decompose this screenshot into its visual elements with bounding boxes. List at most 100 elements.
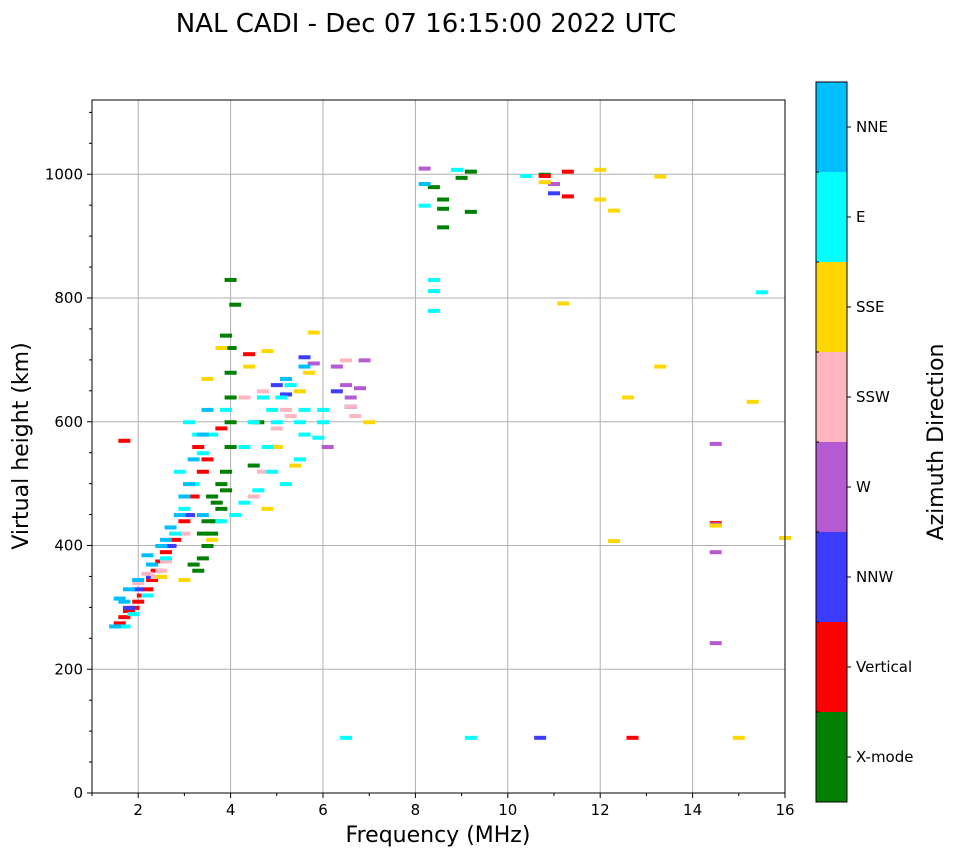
plot-frame — [91, 99, 786, 794]
data-point — [293, 420, 306, 425]
colorbar-frame — [815, 81, 848, 803]
data-point — [173, 513, 186, 518]
data-point — [159, 559, 172, 564]
data-point — [450, 167, 463, 172]
colorbar-segment — [816, 262, 847, 352]
data-point — [141, 593, 154, 598]
data-point — [113, 621, 126, 626]
data-point — [270, 420, 283, 425]
data-point — [317, 407, 329, 412]
data-point — [538, 173, 551, 178]
data-point — [280, 482, 293, 487]
data-point — [127, 612, 140, 617]
data-point — [206, 432, 219, 437]
data-point — [109, 624, 122, 629]
data-point — [312, 435, 325, 440]
data-point — [418, 166, 431, 171]
data-point — [363, 420, 376, 425]
data-point — [219, 469, 232, 474]
x-tick-label: 14 — [683, 801, 702, 819]
data-point — [608, 539, 621, 544]
data-point — [118, 438, 131, 443]
data-point — [159, 550, 172, 555]
data-point — [464, 735, 477, 740]
colorbar: X-mode Vertical NNW W SSW SSE E NNE — [815, 81, 913, 803]
data-point — [732, 735, 745, 740]
data-point — [654, 174, 667, 179]
data-point — [155, 574, 168, 579]
data-point — [141, 571, 154, 576]
data-point — [187, 457, 200, 462]
data-point — [192, 568, 205, 573]
data-point — [418, 203, 431, 208]
data-point — [298, 364, 311, 369]
x-tick-label: 10 — [498, 801, 517, 819]
colorbar-category-label: E — [856, 208, 865, 226]
data-point — [548, 191, 560, 196]
data-point — [215, 346, 228, 350]
colorbar-category-label: W — [856, 478, 871, 496]
data-point — [437, 225, 450, 230]
data-point — [709, 550, 722, 555]
data-point — [755, 290, 768, 295]
data-point — [224, 370, 237, 375]
data-point — [427, 185, 440, 190]
data-point — [118, 624, 131, 629]
x-tick-label: 4 — [226, 801, 236, 819]
data-point — [654, 364, 667, 369]
data-point — [418, 182, 431, 187]
data-point — [330, 389, 343, 394]
data-point — [173, 469, 186, 474]
data-point — [746, 399, 759, 404]
data-point — [141, 553, 154, 558]
data-point — [155, 568, 168, 573]
data-point — [709, 641, 722, 646]
data-point — [187, 494, 200, 499]
data-point — [621, 395, 634, 400]
data-point — [224, 346, 237, 350]
data-point — [118, 599, 131, 604]
data-point — [256, 395, 269, 400]
data-point — [344, 404, 357, 409]
data-point — [243, 352, 256, 357]
data-point — [215, 519, 228, 524]
data-point — [178, 494, 191, 499]
data-point — [224, 420, 237, 425]
data-point — [266, 407, 279, 412]
data-point — [238, 500, 251, 505]
data-point — [132, 581, 145, 586]
data-point — [155, 544, 168, 548]
data-point — [293, 457, 306, 462]
data-point — [196, 513, 209, 518]
data-point — [183, 482, 196, 487]
data-point — [520, 173, 533, 178]
data-point — [298, 355, 311, 360]
data-point — [192, 445, 205, 449]
data-point — [201, 407, 214, 412]
data-point — [358, 358, 371, 363]
data-point — [224, 445, 237, 449]
data-point — [464, 209, 477, 214]
data-point — [206, 494, 219, 499]
colorbar-segment — [816, 622, 847, 712]
data-point — [247, 494, 260, 499]
data-point — [224, 395, 237, 400]
data-point — [275, 395, 288, 400]
data-point — [464, 169, 477, 174]
data-point — [178, 519, 191, 524]
data-point — [280, 407, 293, 412]
data-point — [252, 488, 265, 493]
data-point — [219, 333, 232, 338]
data-point — [169, 537, 182, 542]
y-tick-label: 800 — [54, 289, 83, 307]
data-point — [132, 587, 145, 592]
data-point — [247, 420, 260, 425]
data-point — [196, 556, 209, 561]
colorbar-segment — [816, 712, 847, 802]
data-point — [321, 445, 334, 449]
data-point — [196, 531, 209, 536]
data-point — [561, 169, 574, 174]
y-tick-label: 600 — [54, 413, 83, 431]
data-point — [293, 389, 306, 394]
data-point — [238, 445, 251, 449]
